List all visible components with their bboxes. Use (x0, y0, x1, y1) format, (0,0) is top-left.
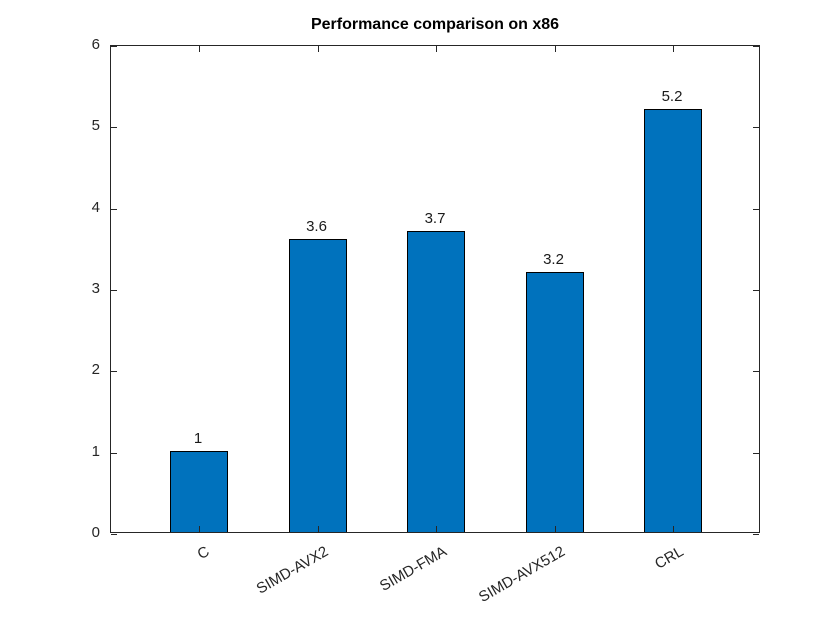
bar-value-label: 1 (193, 430, 203, 447)
x-tick (436, 526, 437, 532)
y-tick-label: 1 (91, 443, 100, 460)
bar (288, 239, 347, 532)
plot-area (110, 45, 760, 535)
x-tick (673, 526, 674, 532)
y-tick-right (753, 371, 759, 372)
y-tick-label: 4 (91, 199, 100, 216)
x-tick (199, 526, 200, 532)
y-tick (111, 534, 117, 535)
chart-title: Performance comparison on x86 (310, 16, 560, 33)
x-tick-top (436, 46, 437, 52)
bar-value-label: 5.2 (661, 88, 683, 105)
x-tick (554, 526, 556, 532)
x-tick-label: SIMD-AVX2 (253, 543, 331, 598)
y-tick (111, 453, 117, 454)
x-tick-label: SIMD-FMA (376, 543, 450, 595)
x-tick-label: SIMD-AVX512 (475, 543, 568, 606)
y-tick (111, 290, 117, 291)
bar-value-label: 3.7 (424, 210, 446, 227)
x-tick-top (199, 46, 200, 52)
y-tick (111, 46, 117, 47)
y-tick (111, 371, 117, 372)
bar (407, 231, 465, 532)
bar (525, 272, 584, 532)
y-tick-right (753, 290, 759, 291)
y-tick-right (753, 209, 759, 210)
bar (644, 109, 702, 532)
x-tick-top (317, 46, 319, 52)
x-tick-label: C (194, 543, 213, 564)
y-tick-label: 3 (91, 280, 100, 297)
y-tick-right (753, 46, 759, 47)
y-tick-right (753, 534, 759, 535)
y-tick-label: 2 (91, 361, 100, 378)
bar-value-label: 3.2 (543, 251, 564, 268)
y-tick-label: 0 (91, 524, 100, 541)
y-tick (111, 209, 117, 210)
bar (170, 451, 228, 532)
y-tick (111, 127, 117, 128)
y-tick-label: 5 (91, 117, 100, 134)
x-tick-top (673, 46, 674, 52)
x-tick-label: CRL (652, 543, 687, 573)
y-tick-label: 6 (91, 36, 100, 53)
x-tick (317, 526, 319, 532)
y-tick-right (753, 453, 759, 454)
bar-value-label: 3.6 (306, 218, 327, 235)
y-tick-right (753, 127, 759, 128)
x-tick-top (554, 46, 556, 52)
